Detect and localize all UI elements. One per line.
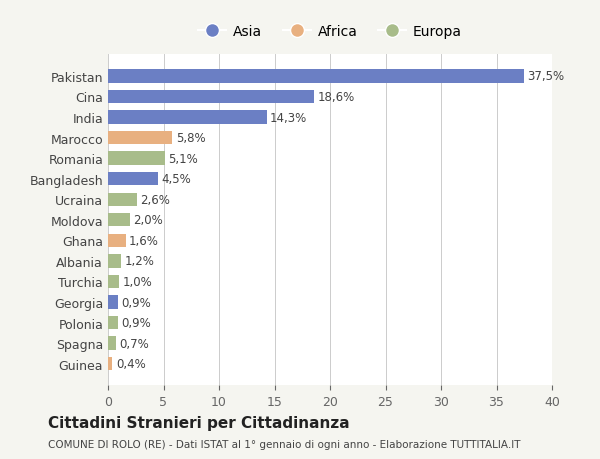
- Bar: [108, 193, 137, 207]
- Text: Cittadini Stranieri per Cittadinanza: Cittadini Stranieri per Cittadinanza: [48, 415, 350, 430]
- Bar: [108, 70, 524, 84]
- Text: 1,2%: 1,2%: [125, 255, 155, 268]
- Legend: Asia, Africa, Europa: Asia, Africa, Europa: [193, 19, 467, 44]
- Text: 1,0%: 1,0%: [122, 275, 152, 288]
- Bar: [108, 337, 116, 350]
- Bar: [108, 316, 118, 330]
- Text: 5,8%: 5,8%: [176, 132, 205, 145]
- Text: 2,6%: 2,6%: [140, 193, 170, 206]
- Bar: [108, 234, 126, 247]
- Text: 14,3%: 14,3%: [270, 111, 307, 124]
- Bar: [108, 296, 118, 309]
- Bar: [108, 275, 119, 289]
- Text: COMUNE DI ROLO (RE) - Dati ISTAT al 1° gennaio di ogni anno - Elaborazione TUTTI: COMUNE DI ROLO (RE) - Dati ISTAT al 1° g…: [48, 440, 521, 449]
- Bar: [108, 132, 172, 145]
- Bar: [108, 111, 267, 124]
- Bar: [108, 152, 164, 165]
- Text: 1,6%: 1,6%: [129, 235, 159, 247]
- Bar: [108, 255, 121, 268]
- Bar: [108, 213, 130, 227]
- Bar: [108, 357, 112, 370]
- Text: 37,5%: 37,5%: [527, 70, 565, 83]
- Bar: [108, 173, 158, 186]
- Bar: [108, 90, 314, 104]
- Text: 0,7%: 0,7%: [119, 337, 149, 350]
- Text: 0,9%: 0,9%: [121, 296, 151, 309]
- Text: 18,6%: 18,6%: [318, 91, 355, 104]
- Text: 4,5%: 4,5%: [161, 173, 191, 186]
- Text: 5,1%: 5,1%: [168, 152, 197, 165]
- Text: 0,9%: 0,9%: [121, 316, 151, 330]
- Text: 0,4%: 0,4%: [116, 358, 146, 370]
- Text: 2,0%: 2,0%: [134, 214, 163, 227]
